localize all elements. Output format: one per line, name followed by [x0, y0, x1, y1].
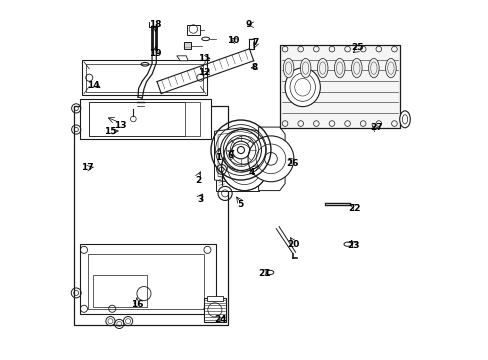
- Bar: [93, 275, 147, 307]
- Ellipse shape: [300, 58, 310, 78]
- Bar: [203, 298, 225, 322]
- Bar: [248, 39, 254, 49]
- Ellipse shape: [283, 58, 293, 78]
- Text: 23: 23: [346, 241, 359, 250]
- Text: 12: 12: [197, 68, 210, 77]
- Bar: [82, 60, 207, 95]
- Bar: [89, 102, 184, 136]
- Text: 27: 27: [370, 123, 382, 132]
- Text: 10: 10: [226, 36, 239, 45]
- Text: 6: 6: [227, 151, 234, 160]
- Polygon shape: [214, 128, 267, 184]
- Text: 21: 21: [258, 269, 271, 278]
- Text: 24: 24: [214, 315, 226, 324]
- Text: 20: 20: [286, 240, 299, 249]
- Circle shape: [224, 138, 257, 172]
- Bar: [86, 64, 203, 92]
- Polygon shape: [176, 56, 188, 61]
- Text: 7: 7: [251, 38, 258, 47]
- Bar: [74, 106, 227, 325]
- Text: 14: 14: [87, 81, 100, 90]
- Text: 13: 13: [114, 121, 126, 130]
- Bar: [187, 25, 199, 35]
- Text: 25: 25: [350, 43, 363, 52]
- Text: 26: 26: [285, 158, 298, 167]
- Ellipse shape: [351, 58, 361, 78]
- Text: 9: 9: [245, 20, 252, 29]
- Bar: [81, 99, 210, 139]
- Ellipse shape: [385, 58, 395, 78]
- Text: 8: 8: [251, 63, 258, 72]
- Text: 19: 19: [149, 49, 162, 58]
- Polygon shape: [258, 127, 285, 190]
- Bar: [183, 42, 190, 49]
- Text: 3: 3: [197, 195, 203, 204]
- Ellipse shape: [317, 58, 327, 78]
- Text: 17: 17: [81, 163, 94, 172]
- Polygon shape: [216, 141, 258, 190]
- Ellipse shape: [399, 111, 409, 128]
- Text: 22: 22: [347, 204, 360, 213]
- Polygon shape: [218, 131, 263, 180]
- Ellipse shape: [334, 58, 345, 78]
- Bar: [206, 296, 223, 301]
- Ellipse shape: [285, 68, 320, 107]
- Text: 15: 15: [104, 127, 117, 136]
- Circle shape: [247, 136, 293, 182]
- Text: 18: 18: [149, 20, 162, 29]
- Text: 16: 16: [130, 300, 143, 309]
- Ellipse shape: [368, 58, 378, 78]
- Polygon shape: [279, 45, 399, 128]
- Text: 5: 5: [237, 200, 243, 209]
- Bar: [89, 102, 200, 136]
- Text: 1: 1: [214, 153, 221, 162]
- Bar: [279, 45, 399, 128]
- Text: 11: 11: [197, 54, 210, 63]
- Bar: [87, 254, 203, 309]
- Text: 2: 2: [194, 176, 201, 185]
- Polygon shape: [81, 243, 216, 314]
- Text: 4: 4: [248, 168, 254, 177]
- Circle shape: [221, 145, 267, 190]
